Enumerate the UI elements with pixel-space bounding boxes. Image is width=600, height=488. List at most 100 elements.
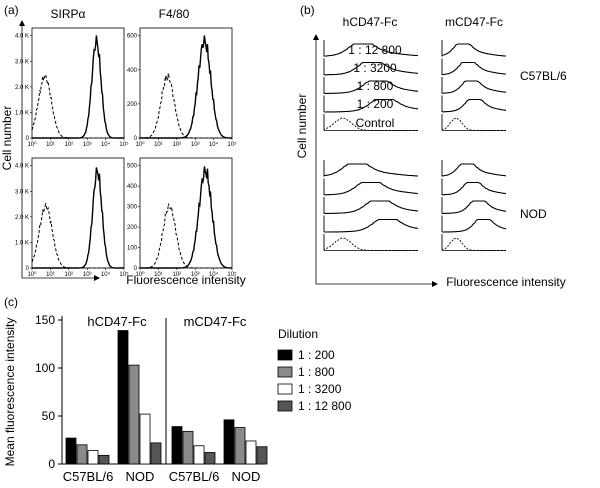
- panel-a-ylabel: Cell number: [0, 106, 14, 171]
- bar-1-12-800-cat-2: [204, 452, 216, 465]
- x-tick-label: 10⁰: [27, 271, 37, 278]
- histogram-c57bl6-h-row-2: [323, 80, 419, 94]
- panel-c-group-hcd47: hCD47-Fc: [87, 314, 147, 329]
- histogram-frame-sirpa-top: [31, 27, 125, 139]
- panel-c-ylabel: Mean fluorescence intensity: [3, 318, 17, 467]
- y-tick-label: 100: [127, 246, 138, 252]
- x-category-label: NOD: [232, 469, 261, 484]
- histogram-nod-m-row-1: [441, 181, 507, 196]
- histogram-frame-f480-bottom: [139, 157, 233, 269]
- histogram-c57bl6-m-row-4: [441, 117, 506, 131]
- x-tick-label: 10⁴: [209, 141, 219, 148]
- histogram-stained-solid-sirpa-bottom: [32, 167, 124, 269]
- panel-b-label: (b): [300, 3, 315, 17]
- panel-a: (a) SIRPα F4/80 Cell number Fluorescence…: [0, 3, 246, 287]
- y-tick-label: 400: [127, 68, 138, 74]
- histogram-isotype-dashed-sirpa-top: [31, 73, 124, 139]
- legend-label: 1 : 200: [298, 348, 335, 362]
- y-tick-label: 0: [26, 136, 30, 142]
- legend-swatch: [277, 366, 293, 378]
- panel-a-col-title-sirpa: SIRPα: [51, 7, 86, 21]
- x-tick-label: 10⁰: [27, 141, 37, 148]
- histogram-c57bl6-m-row-1: [441, 61, 507, 76]
- bar-1-3200-cat-1: [139, 413, 151, 465]
- histogram-nod-h-row-1: [323, 181, 419, 196]
- x-tick-label: 10⁵: [227, 271, 237, 278]
- bar-1-800-cat-3: [234, 427, 246, 465]
- histogram-c57bl6-h-row-4: [323, 117, 418, 131]
- histogram-nod-m-row-0: [441, 163, 507, 177]
- x-tick-label: 10³: [83, 272, 92, 278]
- legend-title: Dilution: [278, 327, 318, 341]
- histogram-nod-m-row-2: [441, 200, 507, 214]
- legend-swatch: [277, 383, 293, 395]
- y-tick-label: 0: [134, 266, 138, 272]
- x-tick-label: 10³: [191, 142, 200, 148]
- x-tick-label: 10¹: [46, 142, 55, 148]
- histogram-nod-h-row-4: [323, 237, 418, 251]
- panel-b-group-nod: NOD: [520, 207, 547, 221]
- bar-1-200-cat-3: [223, 419, 235, 465]
- x-tick-label: 10³: [83, 142, 92, 148]
- x-tick-label: 10⁵: [119, 271, 129, 278]
- histogram-frame-f480-top: [139, 27, 233, 139]
- y-tick-label: 400: [127, 184, 138, 190]
- panel-b: (b) hCD47-Fc mCD47-Fc Cell number Fluore…: [295, 3, 567, 289]
- panel-c-group-mcd47: mCD47-Fc: [184, 314, 247, 329]
- histogram-c57bl6-m-row-2: [441, 80, 507, 94]
- bar-1-800-cat-1: [128, 364, 140, 465]
- panel-b-x-arrowhead: [432, 281, 438, 287]
- x-tick-label: 10²: [172, 272, 181, 278]
- row-label-1-800: 1 : 800: [357, 79, 394, 93]
- panel-c: (c) Mean fluorescence intensity hCD47-Fc…: [3, 295, 352, 484]
- histogram-nod-h-row-0: [323, 163, 419, 177]
- legend-label: 1 : 800: [298, 365, 335, 379]
- x-tick-label: 10⁴: [209, 271, 219, 278]
- bar-1-200-cat-2: [171, 426, 183, 465]
- histogram-stained-solid-sirpa-top: [32, 35, 124, 139]
- x-category-label: C57BL/6: [169, 469, 220, 484]
- row-label-1-12800: 1 : 12 800: [348, 43, 402, 57]
- legend-label: 1 : 12 800: [298, 399, 352, 413]
- x-tick-label: 10⁰: [135, 141, 145, 148]
- x-tick-label: 10⁴: [101, 141, 111, 148]
- x-tick-label: 10³: [191, 272, 200, 278]
- histogram-isotype-dashed-f480-bottom: [140, 203, 232, 269]
- histogram-nod-m-row-3: [442, 218, 507, 233]
- panel-a-xlabel: Fluorescence intensity: [126, 273, 245, 287]
- histogram-nod-h-row-2: [323, 200, 419, 214]
- y-tick-label: 0: [26, 266, 30, 272]
- x-category-label: NOD: [126, 469, 155, 484]
- panel-b-group-c57bl6: C57BL/6: [520, 69, 567, 83]
- histogram-c57bl6-m-row-0: [441, 43, 506, 57]
- y-tick-label: 200: [127, 225, 138, 231]
- bar-1-800-cat-2: [182, 430, 194, 465]
- histogram-frame-sirpa-bottom: [31, 157, 125, 269]
- y-tick-label: 0: [48, 457, 55, 471]
- histogram-stained-solid-f480-bottom: [140, 166, 232, 269]
- bar-1-12-800-cat-0: [98, 454, 110, 465]
- bar-1-3200-cat-2: [193, 445, 205, 465]
- x-tick-label: 10⁴: [101, 271, 111, 278]
- y-tick-label: 200: [127, 102, 138, 108]
- legend-label: 1 : 3200: [298, 382, 342, 396]
- histogram-c57bl6-m-row-3: [441, 98, 507, 113]
- panel-b-col-title-hcd47: hCD47-Fc: [343, 15, 398, 29]
- y-tick-label: 300: [127, 205, 138, 211]
- histogram-c57bl6-h-row-3: [324, 98, 419, 113]
- panel-a-label: (a): [4, 3, 19, 17]
- histogram-c57bl6-h-row-1: [323, 61, 419, 76]
- x-category-label: C57BL/6: [63, 469, 114, 484]
- bar-1-3200-cat-3: [245, 440, 257, 465]
- x-tick-label: 10¹: [154, 272, 163, 278]
- histogram-nod-h-row-3: [324, 218, 419, 233]
- x-tick-label: 10⁵: [119, 141, 129, 148]
- y-tick-label: 0: [134, 136, 138, 142]
- y-tick-label: 100: [35, 361, 55, 375]
- y-tick-label: 150: [35, 313, 55, 327]
- panel-a-col-title-f480: F4/80: [159, 7, 190, 21]
- row-label-control: Control: [356, 116, 395, 130]
- histogram-stained-solid-f480-top: [140, 35, 232, 139]
- panel-a-x-arrowhead: [94, 275, 100, 281]
